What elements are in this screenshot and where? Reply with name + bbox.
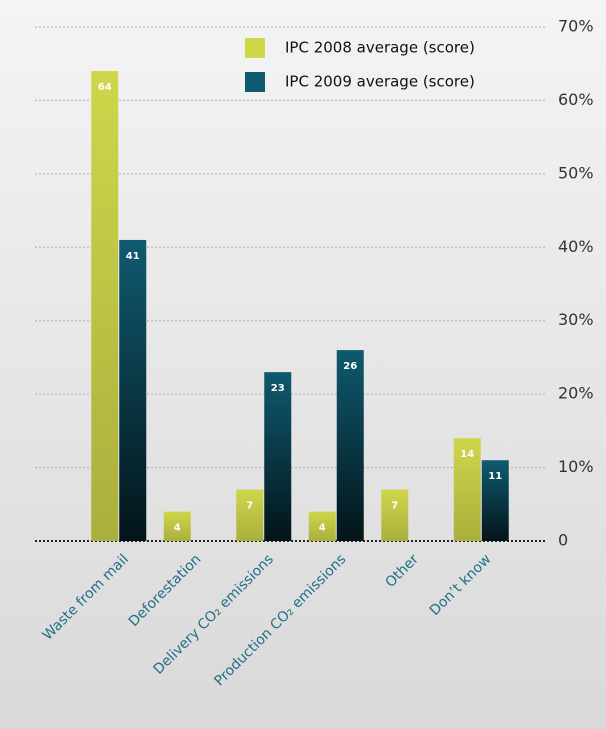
value-label: 26 — [343, 361, 357, 372]
bar — [264, 372, 292, 541]
legend-swatch — [245, 38, 265, 58]
value-label: 64 — [98, 82, 112, 93]
value-label: 4 — [174, 523, 181, 534]
y-tick-label: 70% — [558, 17, 594, 36]
y-tick-label: 10% — [558, 457, 594, 476]
bar — [381, 489, 409, 541]
y-tick-label: 30% — [558, 310, 594, 329]
value-label: 7 — [391, 501, 398, 512]
value-label: 14 — [460, 449, 474, 460]
legend-label: IPC 2009 average (score) — [285, 73, 475, 91]
y-tick-label: 60% — [558, 90, 594, 109]
bar — [119, 239, 147, 541]
legend-swatch — [245, 72, 265, 92]
y-tick-label: 50% — [558, 163, 594, 182]
value-label: 41 — [126, 251, 140, 262]
value-label: 4 — [319, 523, 326, 534]
bar — [163, 511, 191, 541]
value-label: 7 — [246, 501, 253, 512]
y-tick-label: 40% — [558, 237, 594, 256]
bar — [336, 350, 364, 541]
value-label: 11 — [488, 471, 502, 482]
y-tick-label: 20% — [558, 384, 594, 403]
bar — [91, 71, 119, 542]
bar — [481, 460, 509, 541]
value-label: 23 — [271, 383, 285, 394]
bar — [236, 489, 264, 541]
legend-label: IPC 2008 average (score) — [285, 39, 475, 57]
bar — [308, 511, 336, 541]
y-tick-label: 0 — [558, 531, 568, 550]
bar — [453, 438, 481, 541]
